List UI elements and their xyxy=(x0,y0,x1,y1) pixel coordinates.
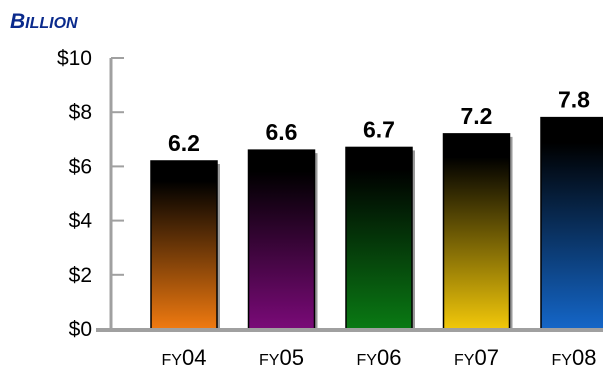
x-tick-label: FY08 xyxy=(552,345,597,370)
x-tick-label: FY05 xyxy=(259,345,304,370)
x-tick-label: FY04 xyxy=(162,345,207,370)
x-axis-labels: FY04 FY05 FY06 FY07 FY08 xyxy=(162,345,597,370)
x-tick-label: FY06 xyxy=(357,345,402,370)
x-tick-label: FY07 xyxy=(454,345,499,370)
unit-label: BILLION xyxy=(10,10,78,33)
bar-fy08 xyxy=(540,116,603,330)
bars: 6.2 6.6 6.7 7.2 7.8 xyxy=(150,87,603,333)
value-label: 7.8 xyxy=(558,87,590,113)
y-tick-label: $8 xyxy=(69,101,92,124)
y-tick-label: $10 xyxy=(57,47,92,70)
value-label: 6.7 xyxy=(363,116,395,142)
bar-fy06 xyxy=(345,146,413,330)
value-label: 6.6 xyxy=(266,119,298,145)
bar-fy04 xyxy=(150,160,218,330)
y-axis-ticks: $0 $2 $4 $6 $8 $10 xyxy=(57,47,124,341)
y-tick-label: $0 xyxy=(69,318,92,341)
y-tick-label: $4 xyxy=(69,210,93,233)
y-tick-label: $6 xyxy=(69,155,92,178)
value-label: 6.2 xyxy=(168,130,200,156)
bar-fy05 xyxy=(247,149,316,330)
value-label: 7.2 xyxy=(461,103,493,129)
bar-fy07 xyxy=(442,133,511,330)
y-tick-label: $2 xyxy=(69,264,92,287)
